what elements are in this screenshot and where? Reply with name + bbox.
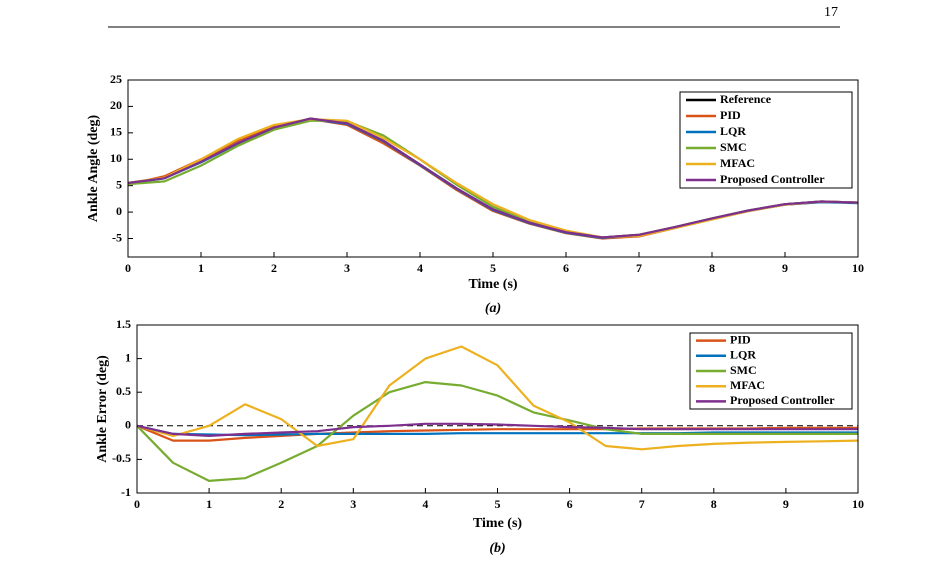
legend-label: SMC (730, 363, 757, 377)
y-tick-label: 20 (110, 98, 122, 112)
x-tick-label: 5 (495, 497, 501, 511)
caption: (a) (485, 301, 501, 316)
x-tick-label: 6 (567, 497, 573, 511)
y-axis-label: Ankle Error (deg) (95, 355, 110, 463)
x-tick-label: 10 (852, 497, 864, 511)
x-tick-label: 3 (350, 497, 356, 511)
y-tick-label: -5 (112, 230, 122, 244)
legend-label: PID (730, 332, 751, 346)
x-tick-label: 9 (782, 261, 788, 275)
x-axis-label: Time (s) (468, 277, 517, 292)
y-tick-label: 25 (110, 72, 122, 86)
y-tick-label: 0 (116, 204, 122, 218)
series-line (136, 422, 858, 437)
legend-label: MFAC (720, 156, 755, 170)
x-tick-label: 6 (563, 261, 569, 275)
x-tick-label: 4 (417, 261, 423, 275)
legend-box (679, 91, 853, 189)
x-tick-label: 5 (490, 261, 496, 275)
series-line (136, 345, 859, 451)
y-tick-label: 0 (125, 418, 131, 432)
x-tick-label: 3 (344, 261, 350, 275)
x-axis-label: Time (s) (473, 516, 522, 531)
x-tick-label: 2 (271, 261, 277, 275)
series-line (127, 117, 859, 239)
x-tick-label: 0 (125, 261, 131, 275)
legend-label: Proposed Controller (730, 393, 835, 407)
x-tick-label: 7 (639, 497, 645, 511)
y-tick-label: 0.5 (116, 384, 131, 398)
legend-label: LQR (730, 348, 756, 362)
y-tick-label: 1 (125, 350, 131, 364)
y-tick-label: 15 (110, 125, 122, 139)
series-line (136, 381, 858, 482)
x-tick-label: 10 (852, 261, 864, 275)
x-tick-label: 1 (198, 261, 204, 275)
x-tick-label: 0 (134, 497, 140, 511)
x-tick-label: 1 (206, 497, 212, 511)
x-tick-label: 9 (783, 497, 789, 511)
y-axis-label: Ankle Angle (deg) (86, 114, 101, 222)
axes-frame (136, 324, 859, 494)
series-line (136, 424, 858, 437)
legend-box (689, 332, 853, 410)
caption: (b) (489, 541, 505, 556)
axes-frame (127, 79, 859, 258)
legend-label: MFAC (730, 378, 765, 392)
x-tick-label: 7 (636, 261, 642, 275)
legend-label: LQR (720, 124, 746, 138)
y-tick-label: -1 (121, 485, 131, 499)
legend-label: Reference (720, 92, 772, 106)
legend-label: Proposed Controller (720, 172, 825, 186)
y-tick-label: 5 (116, 177, 122, 191)
y-tick-label: 1.5 (116, 317, 131, 331)
x-tick-label: 4 (422, 497, 428, 511)
legend-label: SMC (720, 140, 747, 154)
x-tick-label: 8 (709, 261, 715, 275)
x-tick-label: 8 (711, 497, 717, 511)
legend-label: PID (720, 108, 741, 122)
x-tick-label: 2 (278, 497, 284, 511)
page-number: 17 (824, 5, 838, 20)
y-tick-label: 10 (110, 151, 122, 165)
y-tick-label: -0.5 (112, 451, 131, 465)
